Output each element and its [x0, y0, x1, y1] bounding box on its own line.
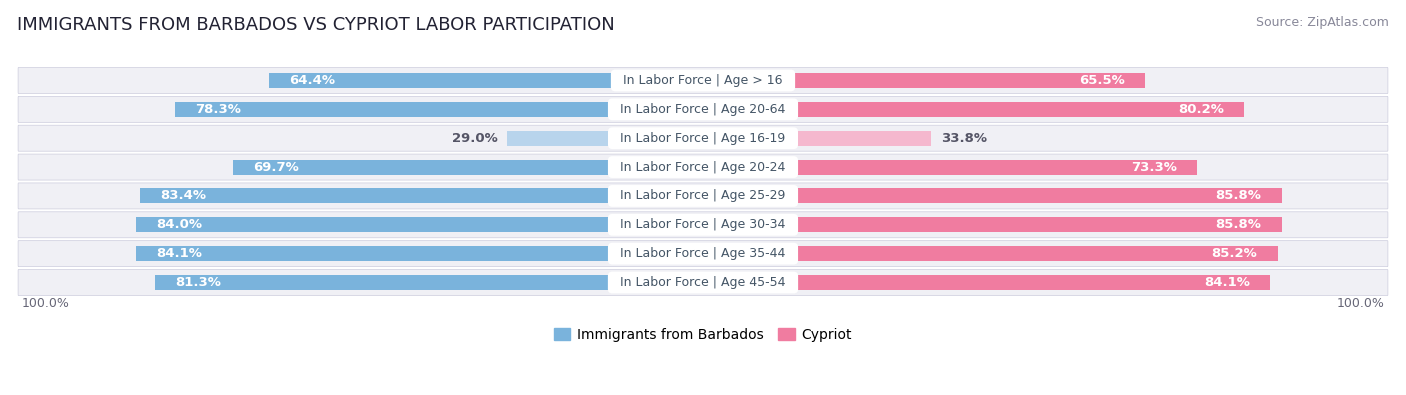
Text: 85.8%: 85.8%: [1216, 218, 1261, 231]
Text: 84.1%: 84.1%: [156, 247, 202, 260]
Text: 64.4%: 64.4%: [288, 74, 335, 87]
Text: 78.3%: 78.3%: [195, 103, 240, 116]
Text: 100.0%: 100.0%: [21, 297, 70, 310]
Bar: [703, 102, 1244, 117]
Text: 29.0%: 29.0%: [451, 132, 498, 145]
Text: 85.2%: 85.2%: [1212, 247, 1257, 260]
Text: 84.1%: 84.1%: [1204, 276, 1250, 289]
Text: 84.0%: 84.0%: [156, 218, 202, 231]
Text: Source: ZipAtlas.com: Source: ZipAtlas.com: [1256, 16, 1389, 29]
Bar: [703, 188, 1282, 203]
FancyBboxPatch shape: [18, 154, 1388, 180]
Bar: [703, 73, 1144, 88]
Bar: [703, 160, 1198, 175]
Bar: [233, 160, 703, 175]
Text: 83.4%: 83.4%: [160, 190, 207, 202]
FancyBboxPatch shape: [18, 269, 1388, 295]
Text: In Labor Force | Age 16-19: In Labor Force | Age 16-19: [613, 132, 793, 145]
Text: 81.3%: 81.3%: [174, 276, 221, 289]
Bar: [703, 131, 931, 146]
FancyBboxPatch shape: [18, 68, 1388, 94]
Text: In Labor Force | Age 30-34: In Labor Force | Age 30-34: [612, 218, 794, 231]
Text: In Labor Force | Age 25-29: In Labor Force | Age 25-29: [612, 190, 794, 202]
Bar: [155, 275, 703, 290]
Bar: [174, 102, 703, 117]
Bar: [136, 246, 703, 261]
FancyBboxPatch shape: [18, 183, 1388, 209]
Bar: [136, 217, 703, 232]
Text: 69.7%: 69.7%: [253, 160, 299, 173]
Text: 65.5%: 65.5%: [1078, 74, 1125, 87]
Text: 33.8%: 33.8%: [941, 132, 987, 145]
Text: IMMIGRANTS FROM BARBADOS VS CYPRIOT LABOR PARTICIPATION: IMMIGRANTS FROM BARBADOS VS CYPRIOT LABO…: [17, 16, 614, 34]
Bar: [508, 131, 703, 146]
FancyBboxPatch shape: [18, 96, 1388, 122]
Legend: Immigrants from Barbados, Cypriot: Immigrants from Barbados, Cypriot: [548, 322, 858, 347]
FancyBboxPatch shape: [18, 212, 1388, 238]
Text: 100.0%: 100.0%: [1336, 297, 1385, 310]
Text: In Labor Force | Age 35-44: In Labor Force | Age 35-44: [612, 247, 794, 260]
Text: In Labor Force | Age 20-24: In Labor Force | Age 20-24: [612, 160, 794, 173]
FancyBboxPatch shape: [18, 241, 1388, 267]
Bar: [703, 275, 1270, 290]
Text: In Labor Force | Age 45-54: In Labor Force | Age 45-54: [612, 276, 794, 289]
Text: 85.8%: 85.8%: [1216, 190, 1261, 202]
Text: In Labor Force | Age 20-64: In Labor Force | Age 20-64: [612, 103, 794, 116]
Bar: [269, 73, 703, 88]
Bar: [703, 246, 1278, 261]
Text: In Labor Force | Age > 16: In Labor Force | Age > 16: [616, 74, 790, 87]
Bar: [703, 217, 1282, 232]
Text: 73.3%: 73.3%: [1132, 160, 1177, 173]
FancyBboxPatch shape: [18, 125, 1388, 151]
Bar: [141, 188, 703, 203]
Text: 80.2%: 80.2%: [1178, 103, 1223, 116]
